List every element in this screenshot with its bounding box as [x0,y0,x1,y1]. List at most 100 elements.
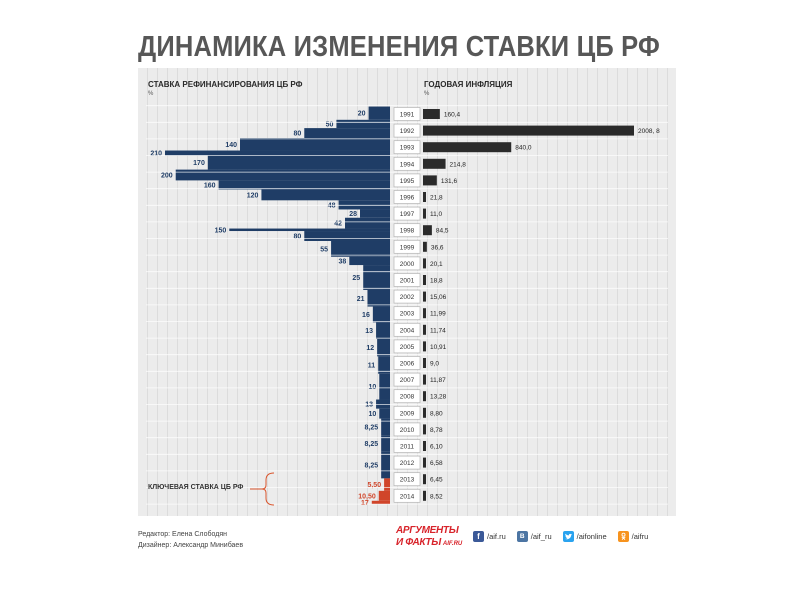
year-label: 1998 [400,228,415,235]
chart-panel: 20 50 80 140 210 170 200 160 120 48 28 42 150 80 55 38 2… [138,68,676,516]
inflation-value-label: 36,6 [431,244,444,251]
key-rate-bar [384,478,390,491]
refinancing-rate-bar [378,356,390,374]
inflation-bar [423,158,446,169]
inflation-value-label: 6,58 [430,460,443,467]
year-label: 2010 [400,427,415,434]
inflation-bar [423,407,426,418]
year-box [393,472,421,487]
inflation-value-label: 6,10 [430,444,443,451]
year-label: 2012 [400,460,415,467]
vk-link[interactable]: /aif_ru [516,531,552,542]
year-box [393,306,421,321]
refinancing-rate-value-label: 20 [358,111,366,118]
refinancing-rate-bar [304,128,390,139]
inflation-value-label: 2008, 8 [638,128,660,135]
inflation-value-label: 214,8 [450,161,467,168]
refinancing-rate-value-label: 150 [215,227,227,234]
year-box [393,107,421,121]
year-label: 2001 [400,278,415,285]
refinancing-rate-value-label: 11 [368,363,376,370]
inflation-bar [423,441,426,451]
refinancing-rate-bar [261,189,390,201]
refinancing-rate-bar [379,373,390,400]
year-box [393,372,421,387]
year-box [393,123,421,138]
twitter-link[interactable]: /aifonline [562,531,607,542]
year-box [393,206,421,221]
refinancing-rate-bar [360,209,390,218]
inflation-bar [423,291,426,302]
refinancing-rate-bar [218,180,390,190]
year-label: 2013 [400,477,415,484]
refinancing-rate-value-label: 200 [161,173,173,180]
refinancing-rate-bar [304,231,390,241]
year-label: 1992 [400,128,415,135]
key-rate-bar [378,490,390,501]
inflation-value-label: 11,0 [430,211,443,218]
odnoklassniki-glyph [621,532,626,541]
inflation-bar [423,424,426,435]
year-label: 1991 [400,112,415,119]
year-box [393,405,421,420]
year-label: 1996 [400,195,415,202]
aif-logo[interactable]: АРГУМЕНТЫ И ФАКТЫ AIF.RU [396,526,466,549]
year-box [393,339,421,354]
refinancing-rate-value-label: 140 [225,142,237,149]
inflation-value-label: 11,99 [430,311,446,318]
refinancing-rate-header: СТАВКА РЕФИНАНСИРОВАНИЯ ЦБ РФ [148,80,303,89]
refinancing-rate-bar [207,155,390,170]
key-rate-annotation: КЛЮЧЕВАЯ СТАВКА ЦБ РФ [148,484,244,491]
refinancing-rate-value-label: 13 [365,328,373,335]
year-box [393,273,421,287]
refinancing-rate-value-label: 8,25 [365,463,379,470]
logo-top: АРГУМЕНТЫ [396,525,459,536]
refinancing-rate-value-label: 170 [193,160,205,167]
refinancing-rate-bar [349,256,390,266]
inflation-bar [423,391,426,402]
refinancing-rate-value-label: 10 [368,411,376,418]
refinancing-rate-value-label: 80 [293,131,301,138]
vk-handle: /aif_ru [530,532,552,541]
inflation-value-label: 21,8 [430,195,443,202]
year-box [393,140,421,155]
key-rate-bracket [250,472,275,506]
refinancing-rate-value-label: 80 [293,234,301,241]
refinancing-rate-bar [368,106,390,120]
year-box [393,239,421,254]
inflation-bar [423,457,426,468]
refinancing-rate-value-label: 12 [366,345,374,352]
refinancing-rate-value-label: 21 [357,296,365,303]
refinancing-rate-bar [372,306,390,323]
refinancing-rate-bar [165,150,390,156]
year-box [393,256,421,271]
odnoklassniki-link[interactable]: /aifru [617,531,648,542]
refinancing-rate-bar [379,408,390,419]
editor-credit: Редактор: Елена Слободян [138,531,227,538]
social-links: /aif.ru /aif_ru /aifonline /aifru [473,531,648,542]
year-box [393,322,421,337]
year-label: 2002 [400,294,415,301]
year-box [393,389,421,404]
inflation-bar [423,374,426,385]
refinancing-rate-value-label: 160 [204,182,216,189]
facebook-link[interactable]: /aif.ru [473,531,506,542]
year-box [393,156,421,171]
inflation-bar [423,324,426,335]
vk-icon [516,531,528,542]
year-label: 2003 [400,311,415,318]
rate-inflation-chart: 20 50 80 140 210 170 200 160 120 48 28 42 150 80 55 38 2… [146,105,668,507]
logo-bottom: И ФАКТЫ [396,537,441,548]
inflation-value-label: 13,28 [430,394,447,401]
refinancing-rate-bar [345,217,390,229]
refinancing-rate-bar [381,435,390,452]
inflation-value-label: 11,87 [430,377,446,384]
year-box [393,455,421,470]
year-label: 1997 [400,211,415,218]
year-label: 2009 [400,410,415,417]
inflation-bar [423,308,426,319]
inflation-bar [423,341,426,352]
year-box [393,356,421,370]
designer-credit: Дизайнер: Александр Минибаев [138,542,244,549]
year-label: 2000 [400,261,415,268]
